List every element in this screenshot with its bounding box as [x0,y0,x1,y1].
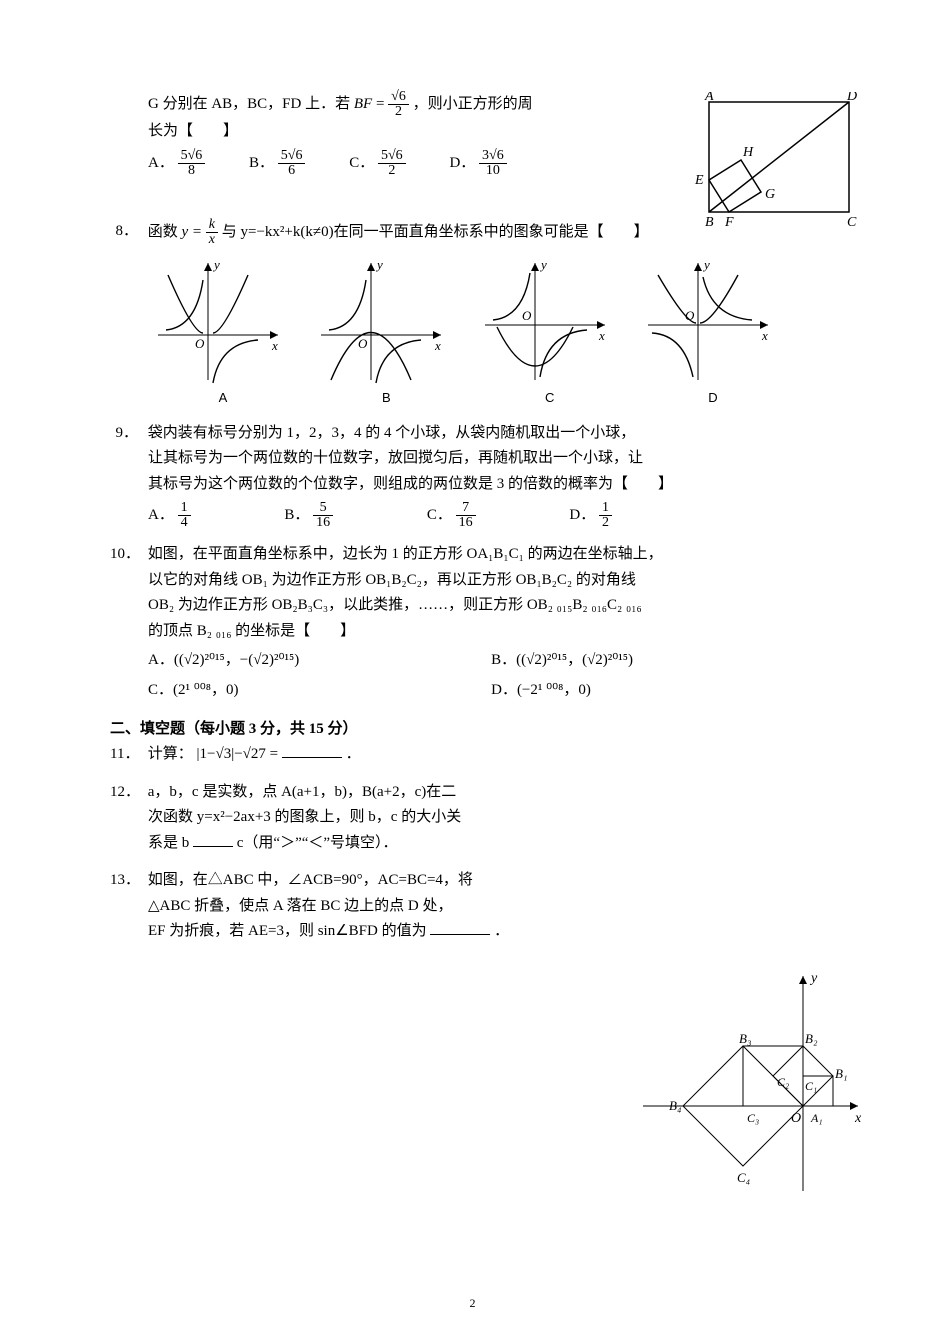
page-number: 2 [0,1296,945,1311]
q11-blank [282,742,342,758]
svg-text:G: G [765,187,775,202]
section-2-heading: 二、填空题（每小题 3 分，共 15 分） [110,717,855,738]
q9-optB: B． 516 [284,501,333,530]
q8-graph-A: O x y [148,255,298,385]
svg-text:B₁: B₁ [835,1066,847,1081]
q7-optC: C． 5√62 [349,149,405,178]
question-10: 10． 如图，在平面直角坐标系中，边长为 1 的正方形 OA₁B₁C₁ 的两边在… [110,542,855,703]
svg-text:A: A [704,92,714,104]
svg-text:B₂: B₂ [805,1031,818,1046]
q7-bf: BF [354,96,372,112]
question-11: 11． 计算： |1−√3|−√27 = ． [110,742,855,768]
q7-bf-frac: √6 2 [388,90,409,119]
q7-optB: B． 5√66 [249,149,305,178]
svg-text:x: x [761,328,768,343]
svg-text:x: x [854,1111,862,1126]
svg-text:x: x [598,328,605,343]
svg-text:y: y [809,971,818,986]
q7-stem-b: ，则小正方形的周 [413,96,533,112]
q10-optC: C．(2¹ ⁰⁰⁸，0) [148,678,487,704]
svg-text:C: C [847,215,857,230]
question-13: 13． 如图，在△ABC 中，∠ACB=90°，AC=BC=4，将 △ABC 折… [110,868,855,945]
q7-optA: A． 5√68 [148,149,205,178]
svg-text:y: y [375,257,383,272]
q12-blank [193,831,233,847]
q12-num: 12． [110,780,138,806]
q8-frac: k x [206,218,218,247]
q11-num: 11． [110,742,138,768]
svg-text:B₄: B₄ [669,1098,682,1113]
q8-graph-labels: A B C D [148,387,788,409]
q9-optD: D． 12 [569,501,612,530]
q10-figure: y x O A₁ B₁ C₁ B₂ C₂ B₃ C₃ B₄ C₄ [633,966,873,1206]
q8-graph-B: O x y [311,255,461,385]
q7-stem-c: 长为【 】 [148,119,655,145]
q7-stem-a: G 分别在 AB，BC，FD 上．若 [148,96,354,112]
q13-blank [430,919,490,935]
q10-optA: A．((√2)²⁰¹⁵，−(√2)²⁰¹⁵) [148,648,487,674]
svg-text:y: y [212,257,220,272]
question-9: 9． 袋内装有标号分别为 1，2，3，4 的 4 个小球，从袋内随机取出一个小球… [110,421,855,531]
svg-text:A₁: A₁ [810,1111,823,1125]
q7-eq: = [376,96,388,112]
q8-num: 8． [110,219,138,245]
q7-optD: D． 3√610 [449,149,506,178]
q10-optB: B．((√2)²⁰¹⁵，(√2)²⁰¹⁵) [491,648,830,674]
question-12: 12． a，b，c 是实数，点 A(a+1，b)，B(a+2，c)在二 次函数 … [110,780,855,857]
q8-stem-a: 函数 [148,223,182,239]
svg-text:y: y [539,257,547,272]
q13-num: 13． [110,868,138,894]
svg-text:x: x [271,338,278,353]
svg-text:B: B [705,215,714,230]
q8-graph-D: O x y [638,255,788,385]
q9-optA: A． 14 [148,501,191,530]
svg-text:O: O [195,336,205,351]
svg-text:O: O [358,336,368,351]
q9-num: 9． [110,421,138,447]
svg-text:B₃: B₃ [739,1031,751,1046]
svg-text:C₁: C₁ [805,1079,817,1093]
q8-graphs: O x y O x y [148,255,788,385]
svg-text:y: y [702,257,710,272]
question-8: 8． 函数 y = k x 与 y=−kx²+k(k≠0)在同一平面直角坐标系中… [110,218,855,409]
svg-text:E: E [694,173,704,188]
svg-text:O: O [522,308,532,323]
q7-figure: A D B C E F G H [689,92,869,232]
svg-text:H: H [742,145,754,160]
svg-text:D: D [846,92,857,104]
q9-optC: C． 716 [427,501,476,530]
q8-stem-b: 与 y=−kx²+k(k≠0)在同一平面直角坐标系中的图象可能是【 】 [222,223,649,239]
q8-graph-C: O x y [475,255,625,385]
q10-num: 10． [110,542,138,568]
svg-text:x: x [434,338,441,353]
svg-text:C₃: C₃ [747,1111,759,1125]
svg-text:F: F [724,215,734,230]
svg-text:C₄: C₄ [737,1170,751,1185]
q10-optD: D．(−2¹ ⁰⁰⁸，0) [491,678,830,704]
